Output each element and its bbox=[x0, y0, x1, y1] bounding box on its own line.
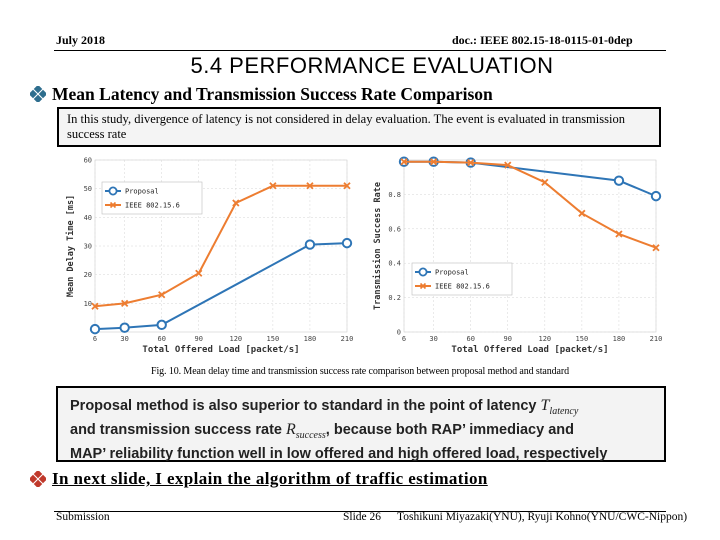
y-tick-label: 0.6 bbox=[388, 225, 401, 233]
standard-data-point bbox=[91, 302, 99, 310]
claim-line-3: MAP’ reliability function well in low of… bbox=[70, 446, 608, 463]
standard-data-point bbox=[430, 158, 438, 166]
footer-submission: Submission bbox=[56, 511, 110, 523]
success-symbol-sub: success bbox=[295, 430, 326, 442]
latency-symbol-main: T bbox=[540, 397, 550, 414]
x-axis-label: Total Offered Load [packet/s] bbox=[142, 345, 299, 355]
claim-line-2: and transmission success rate Rsuccess, … bbox=[70, 421, 664, 445]
x-axis-label: Total Offered Load [packet/s] bbox=[451, 345, 608, 355]
claim-line-2-tail: , because both RAP’ immediacy and bbox=[325, 422, 574, 439]
header-date: July 2018 bbox=[56, 33, 106, 47]
legend-marker-x bbox=[419, 282, 427, 290]
x-tick-label: 60 bbox=[157, 335, 165, 343]
x-tick-label: 60 bbox=[466, 335, 474, 343]
standard-data-point bbox=[541, 178, 549, 186]
diamond-bullet-icon bbox=[30, 471, 46, 487]
x-tick-label: 150 bbox=[576, 335, 589, 343]
header-doc-id: doc.: IEEE 802.15-18-0115-01-0dep bbox=[452, 33, 633, 47]
x-tick-label: 180 bbox=[613, 335, 626, 343]
success-rate-chart: 6 30 60 90 120 150 180 210 0 0.2 0.4 0.6 0.8 Total Of… bbox=[372, 156, 662, 355]
y-tick-label: 0.8 bbox=[388, 191, 401, 199]
diamond-bullet-icon bbox=[30, 86, 46, 102]
x-tick-label: 6 bbox=[402, 335, 406, 343]
legend-label: IEEE 802.15.6 bbox=[125, 202, 180, 210]
x-tick-label: 150 bbox=[267, 335, 280, 343]
standard-data-point bbox=[504, 161, 512, 169]
claim-line-1-text: Proposal method is also superior to stan… bbox=[70, 398, 541, 414]
claim-line-1: Proposal method is also superior to stan… bbox=[70, 397, 664, 421]
proposal-data-point bbox=[304, 239, 316, 250]
y-axis-label: Mean Delay Time [ms] bbox=[65, 195, 76, 297]
x-tick-label: 90 bbox=[504, 335, 512, 343]
proposal-data-point bbox=[156, 319, 167, 331]
success-symbol-main: R bbox=[286, 421, 296, 439]
x-tick-label: 180 bbox=[304, 335, 317, 343]
next-slide-note: In next slide, I explain the algorithm o… bbox=[52, 469, 488, 488]
standard-series-line bbox=[404, 160, 657, 249]
proposal-data-point bbox=[119, 322, 130, 333]
standard-data-point bbox=[306, 182, 314, 190]
standard-data-point bbox=[343, 182, 351, 190]
y-tick-label: 50 bbox=[84, 185, 92, 193]
latency-symbol-sub: latency bbox=[549, 406, 579, 418]
delay-chart: 6 30 60 90 120 150 180 210 10 20 30 40 50 60 Total Off… bbox=[65, 157, 353, 356]
standard-data-point bbox=[195, 269, 203, 277]
y-tick-label: 30 bbox=[84, 243, 92, 251]
legend-label: Proposal bbox=[435, 269, 469, 277]
standard-data-point bbox=[269, 182, 277, 190]
study-note: In this study, divergence of latency is … bbox=[57, 107, 661, 147]
proposal-data-point bbox=[89, 323, 101, 335]
y-tick-label: 0 bbox=[397, 329, 401, 337]
y-tick-label: 60 bbox=[84, 157, 92, 165]
y-tick-label: 0.2 bbox=[388, 294, 401, 302]
plot-area bbox=[403, 159, 657, 333]
latency-symbol: Tlatency bbox=[540, 397, 579, 418]
y-tick-label: 10 bbox=[84, 300, 92, 308]
x-tick-label: 210 bbox=[650, 335, 662, 343]
standard-data-point bbox=[232, 199, 240, 207]
y-tick-label: 0.4 bbox=[388, 260, 401, 268]
footer-authors: Toshikuni Miyazaki(YNU), Ryuji Kohno(YNU… bbox=[397, 511, 688, 523]
standard-series-line bbox=[94, 184, 347, 308]
legend-marker-circle bbox=[108, 186, 118, 196]
slide-title: 5.4 PERFORMANCE EVALUATION bbox=[190, 53, 554, 78]
standard-data-point bbox=[158, 291, 166, 299]
y-tick-label: 40 bbox=[84, 214, 92, 222]
proposal-data-point bbox=[613, 175, 625, 186]
x-tick-label: 6 bbox=[93, 335, 97, 343]
footer-rule bbox=[54, 511, 666, 512]
legend-box bbox=[411, 262, 513, 296]
x-tick-label: 30 bbox=[429, 335, 437, 343]
y-axis-label: Transmission Success Rate bbox=[372, 182, 383, 310]
figure-caption: Fig. 10. Mean delay time and transmissio… bbox=[150, 366, 570, 377]
subtitle: Mean Latency and Transmission Success Ra… bbox=[52, 84, 493, 104]
standard-data-point bbox=[467, 158, 475, 167]
legend-label: IEEE 802.15.6 bbox=[435, 283, 490, 291]
y-tick-label: 20 bbox=[84, 271, 92, 279]
footer-slide-number: Slide 26 bbox=[343, 511, 382, 523]
legend-box bbox=[101, 181, 203, 215]
x-tick-label: 90 bbox=[195, 335, 203, 343]
x-tick-label: 120 bbox=[229, 335, 242, 343]
standard-data-point bbox=[615, 230, 623, 238]
x-tick-label: 30 bbox=[120, 335, 128, 343]
proposal-data-point bbox=[341, 237, 353, 249]
legend-marker-x bbox=[109, 201, 117, 209]
header-rule bbox=[54, 50, 666, 51]
x-tick-label: 120 bbox=[538, 335, 551, 343]
success-symbol: Rsuccess bbox=[286, 421, 326, 442]
standard-data-point bbox=[578, 209, 586, 217]
claim-box: Proposal method is also superior to stan… bbox=[56, 386, 666, 462]
standard-data-point bbox=[652, 244, 660, 252]
x-tick-label: 210 bbox=[341, 335, 354, 343]
standard-data-point bbox=[121, 299, 129, 307]
claim-line-2-text: and transmission success rate bbox=[70, 422, 286, 439]
proposal-data-point bbox=[650, 190, 662, 202]
standard-data-point bbox=[400, 158, 408, 166]
legend-marker-circle bbox=[418, 267, 428, 277]
legend-label: Proposal bbox=[125, 188, 159, 196]
